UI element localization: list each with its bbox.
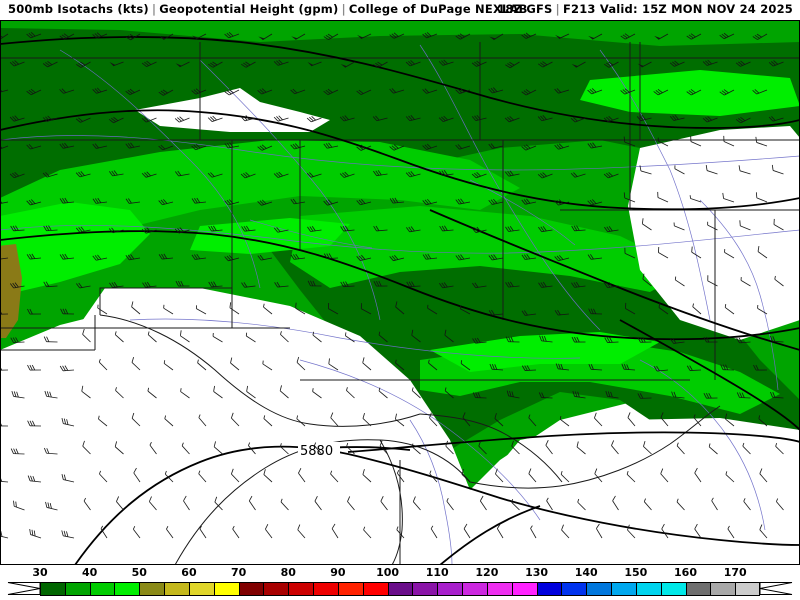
colorbar-tick-150: 150 [624, 566, 648, 579]
header-separator-1: | [151, 2, 157, 16]
colorbar-tick-130: 130 [525, 566, 549, 579]
colorbar-bin-125[interactable] [511, 582, 537, 596]
colorbar-bin-140[interactable] [586, 582, 612, 596]
colorbar-panel: 30 40 50 60 70 80 90 100 110 120 130 140 150 160 170 [0, 566, 800, 600]
colorbar-tick-90: 90 [330, 566, 346, 579]
contour-label-5880: 5880 [300, 444, 333, 459]
colorbar-bin-75[interactable] [263, 582, 289, 596]
header-model-run-label: 18Z GFS [497, 2, 553, 16]
colorbar-bin-145[interactable] [611, 582, 636, 596]
calm-area-gulf [470, 418, 800, 564]
header-source-label: College of DuPage NEXLAB [348, 2, 528, 16]
map-viewport[interactable]: 5880 [0, 20, 800, 565]
header-bar: 500mb Isotachs (kts) | Geopotential Height… [0, 0, 800, 20]
colorbar-bin-105[interactable] [412, 582, 438, 596]
colorbar-bin-135[interactable] [561, 582, 587, 596]
colorbar-bin-120[interactable] [486, 582, 512, 596]
colorbar-tick-170: 170 [723, 566, 747, 579]
colorbar-bin-110[interactable] [437, 582, 463, 596]
colorbar-bin-115[interactable] [462, 582, 487, 596]
colorbar-tick-70: 70 [230, 566, 247, 579]
colorbar-bin-55[interactable] [164, 582, 189, 596]
colorbar-tick-60: 60 [181, 566, 197, 579]
header-forecast-hour-label: F213 [562, 2, 596, 16]
colorbar-bin-40[interactable] [89, 582, 115, 596]
colorbar-bin-70[interactable] [238, 582, 264, 596]
header-valid-time-label: Valid: 15Z MON NOV 24 2025 [599, 2, 793, 16]
header-product-label: 500mb Isotachs (kts) [8, 2, 149, 16]
colorbar-extend-arrows [7, 582, 793, 595]
calm-area-texas [50, 288, 480, 564]
header-separator-2: | [341, 2, 346, 16]
colorbar-bin-155[interactable] [660, 582, 686, 596]
colorbar-bin-130[interactable] [536, 582, 562, 596]
colorbar-tick-40: 40 [81, 566, 98, 579]
colorbar-bin-80[interactable] [288, 582, 314, 596]
colorbar-extend-high-arrow [759, 582, 793, 590]
contour-label-backdrop [298, 442, 340, 458]
colorbar-bin-45[interactable] [114, 582, 140, 596]
river-network [0, 44, 800, 564]
colorbar-extend-low-arrow [7, 582, 41, 590]
colorbar-bin-95[interactable] [362, 582, 388, 596]
colorbar-strip[interactable] [0, 582, 800, 596]
colorbar-extend-high-arrow-lower [759, 587, 793, 595]
colorbar-bin-150[interactable] [635, 582, 661, 596]
header-left-title: 500mb Isotachs (kts) | Geopotential Height… [8, 2, 528, 16]
colorbar-bin-85[interactable] [313, 582, 338, 596]
colorbar-bin-170[interactable] [735, 582, 760, 596]
isotach-band-45-b [290, 206, 690, 292]
colorbar-bin-60[interactable] [188, 582, 214, 596]
colorbar-tick-140: 140 [574, 566, 598, 579]
colorbar-bin-90[interactable] [337, 582, 363, 596]
colorbar-bin-50[interactable] [139, 582, 165, 596]
isotach-core-55-left [0, 244, 22, 338]
colorbar-bin-160[interactable] [685, 582, 711, 596]
contour-label-group: 5880 [298, 442, 340, 459]
colorbar-tick-160: 160 [674, 566, 697, 579]
colorbar-bin-165[interactable] [710, 582, 736, 596]
isotach-core-50-c [580, 70, 800, 116]
header-field-label: Geopotential Height (gpm) [159, 2, 339, 16]
header-right-title: 18Z GFS | F213 Valid: 15Z MON NOV 24 2025 [497, 2, 793, 16]
colorbar-tick-120: 120 [475, 566, 499, 579]
colorbar-extend-low-arrow-lower [7, 587, 41, 595]
map-canvas[interactable]: 5880 [0, 20, 800, 565]
header-separator-3: | [555, 2, 560, 16]
colorbar-tick-labels: 30 40 50 60 70 80 90 100 110 120 130 140 150 160 170 [0, 566, 800, 581]
height-contours [0, 36, 800, 564]
calm-area-northcentral [135, 88, 330, 132]
colorbar-bin-35[interactable] [64, 582, 90, 596]
colorbar-tick-80: 80 [280, 566, 296, 579]
isotach-core-50-b [430, 332, 660, 372]
colorbar-bin-65[interactable] [213, 582, 239, 596]
colorbar-tick-30: 30 [32, 566, 48, 579]
isotach-band-45-a [0, 140, 520, 270]
colorbar-bin-100[interactable] [387, 582, 413, 596]
colorbar-tick-50: 50 [131, 566, 147, 579]
colorbar-tick-100: 100 [376, 566, 400, 579]
colorbar-tick-110: 110 [425, 566, 449, 579]
